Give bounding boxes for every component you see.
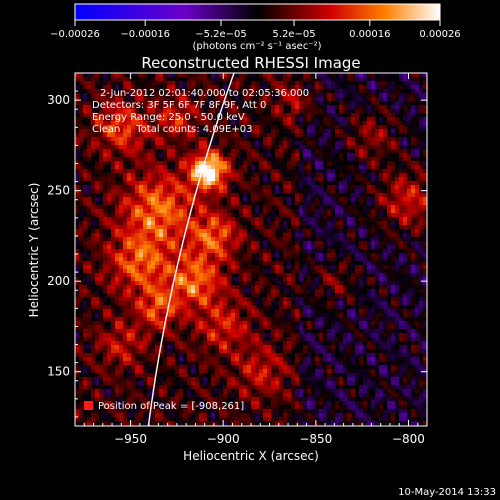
colorbar-ticks: −0.00026 −0.00016 −5.2e−05 5.2e−05 0.00016 0.… xyxy=(50,20,461,40)
x-tick-label: −900 xyxy=(207,432,240,446)
heatmap-cells xyxy=(75,73,427,426)
x-tick-label: −800 xyxy=(392,432,425,446)
x-axis-label: Heliocentric X (arcsec) xyxy=(183,449,319,463)
annotation-energy-range: Energy Range: 25.0 - 50.0 keV xyxy=(92,112,245,123)
colorbar-tick-label: 5.2e−05 xyxy=(272,29,315,40)
solar-limb-line xyxy=(147,73,235,426)
y-axis-ticks: 150 200 250 300 xyxy=(47,72,427,418)
peak-marker-swatch xyxy=(84,401,93,410)
annotation-time-range: 2-Jun-2012 02:01:40.000 to 02:05:36.000 xyxy=(100,88,309,99)
colorbar-units-label: (photons cm⁻² s⁻¹ asec⁻²) xyxy=(192,41,321,52)
y-axis-label: Heliocentric Y (arcsec) xyxy=(27,183,41,318)
colorbar-tick-label: −0.00026 xyxy=(50,29,100,40)
x-tick-label: −950 xyxy=(114,432,147,446)
y-tick-label: 150 xyxy=(47,365,70,379)
colorbar-tick-label: −5.2e−05 xyxy=(195,29,247,40)
x-tick-label: −850 xyxy=(299,432,332,446)
annotation-detectors: Detectors: 3F 5F 6F 7F 8F 9F, Att 0 xyxy=(92,100,266,111)
y-tick-label: 300 xyxy=(47,93,70,107)
peak-position-label: Position of Peak = [-908,261] xyxy=(98,401,244,412)
chart-title: Reconstructed RHESSI Image xyxy=(141,54,360,72)
annotation-clean-counts: Clean Total counts: 4.09E+03 xyxy=(92,124,252,135)
y-tick-label: 250 xyxy=(47,184,70,198)
y-tick-label: 200 xyxy=(47,274,70,288)
colorbar-tick-label: 0.00026 xyxy=(419,29,460,40)
x-axis-ticks: −950 −900 −850 −800 xyxy=(83,73,428,446)
colorbar-tick-label: −0.00016 xyxy=(120,29,170,40)
colorbar-tick-label: 0.00016 xyxy=(349,29,390,40)
footer-timestamp: 10-May-2014 13:33 xyxy=(398,487,496,498)
colorbar xyxy=(74,3,441,21)
